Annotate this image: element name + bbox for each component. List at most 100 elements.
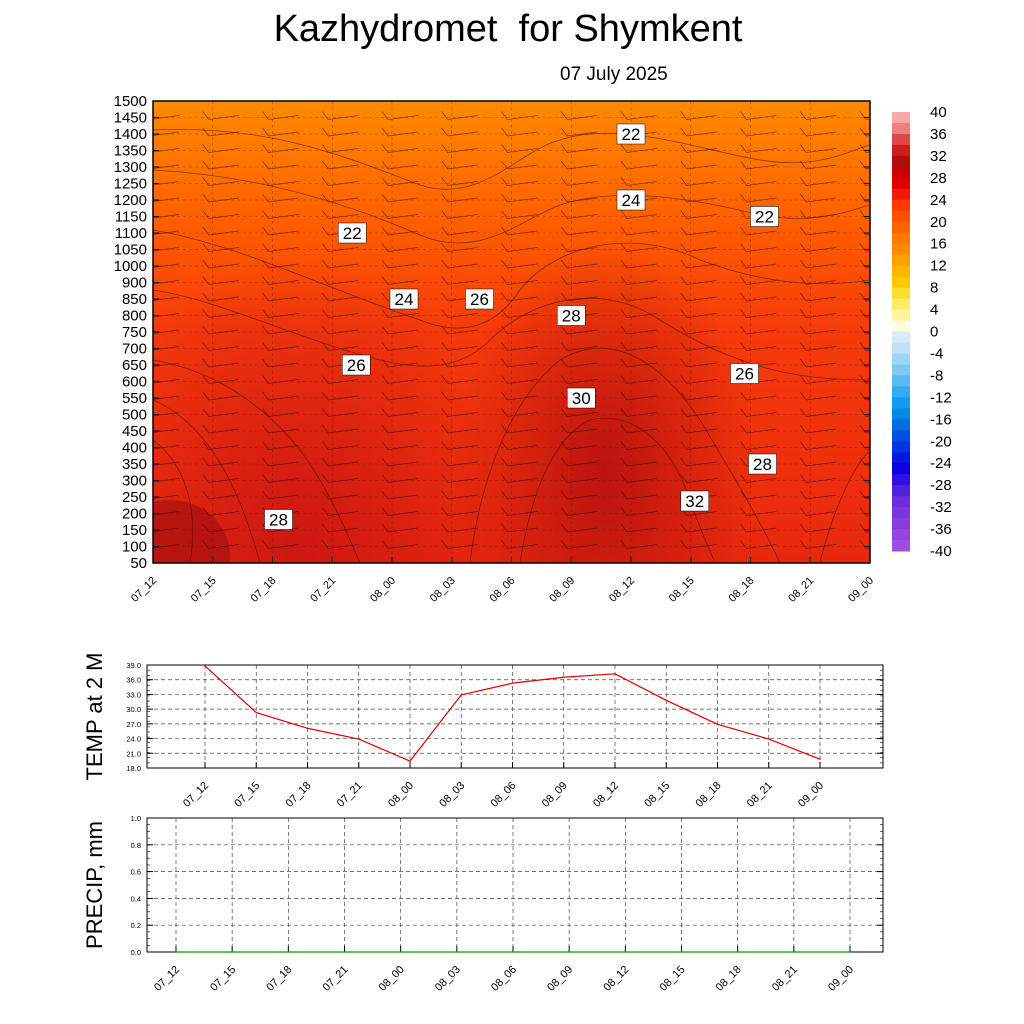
- wind-barb: [321, 144, 359, 153]
- y-tick-label: 900: [122, 275, 147, 292]
- y-tick-label: 400: [122, 440, 147, 457]
- wind-barb: [321, 243, 359, 252]
- wind-barb: [262, 375, 299, 384]
- contour-line: [153, 399, 261, 563]
- x-tick-label: 08_03: [428, 575, 458, 605]
- warm-core-center: [455, 240, 755, 563]
- y-axis-title: PRECIP, mm: [82, 821, 107, 949]
- y-tick-label: 850: [122, 291, 147, 308]
- wind-barb: [560, 490, 598, 500]
- wind-barb: [859, 259, 870, 269]
- wind-barb: [321, 193, 359, 203]
- colorbar-segment: [892, 133, 910, 146]
- wind-barb: [560, 523, 598, 533]
- x-tick-label: 08_15: [667, 575, 697, 605]
- y-tick-label: 550: [122, 390, 147, 407]
- svg-text:26: 26: [735, 365, 754, 384]
- wind-barb: [441, 259, 478, 269]
- colorbar-segment: [892, 177, 910, 190]
- wind-barb: [859, 507, 870, 516]
- contour-line: [469, 347, 781, 563]
- wind-barb: [560, 408, 598, 417]
- y-tick-label: 21.0: [126, 749, 141, 758]
- y-tick-label: 39.0: [126, 661, 141, 670]
- wind-barb: [202, 226, 239, 236]
- plot-frame: [146, 664, 884, 769]
- data-point: [665, 699, 667, 701]
- contour-line: [153, 169, 870, 244]
- colorbar-segment: [892, 397, 910, 409]
- wind-barb: [202, 523, 239, 533]
- wind-barb: [859, 490, 870, 500]
- wind-barb: [859, 424, 870, 434]
- x-tick-label: 08_21: [745, 780, 775, 810]
- wind-barb: [202, 309, 239, 318]
- y-tick-label: 36.0: [126, 676, 141, 685]
- x-tick-label: 08_21: [770, 964, 800, 994]
- wind-barb: [262, 177, 299, 186]
- x-tick-label: 07_15: [189, 575, 219, 605]
- x-tick-label: 07_21: [321, 964, 351, 994]
- colorbar-segment: [892, 496, 910, 508]
- contour-label: 26: [342, 354, 371, 376]
- wind-barb: [501, 193, 538, 203]
- contour-line: [153, 359, 361, 563]
- wind-barb: [202, 375, 239, 384]
- wind-barb: [262, 441, 299, 450]
- wind-barb: [153, 362, 180, 367]
- wind-barb: [501, 309, 538, 318]
- y-tick-label: 200: [122, 506, 147, 523]
- wind-barb: [501, 259, 538, 269]
- wind-barb: [381, 375, 419, 384]
- wind-barb: [501, 474, 538, 483]
- colorbar-segment: [892, 155, 910, 168]
- wind-barb: [381, 391, 419, 401]
- colorbar-label: -28: [930, 477, 952, 494]
- wind-barb: [321, 490, 359, 500]
- y-tick-label: 1100: [115, 225, 147, 242]
- wind-barb: [859, 457, 870, 467]
- wind-barb: [859, 325, 870, 335]
- wind-barb: [441, 127, 478, 137]
- y-tick-label: 500: [122, 407, 147, 424]
- wind-barb: [441, 523, 478, 533]
- colorbar-label: -20: [930, 433, 952, 450]
- wind-barb: [381, 342, 419, 351]
- colorbar-label: -40: [930, 543, 952, 560]
- colorbar-label: -16: [930, 411, 952, 428]
- colorbar-segment: [892, 430, 910, 442]
- svg-text:30: 30: [572, 389, 591, 408]
- wind-barb: [859, 276, 870, 285]
- wind-barb: [560, 424, 598, 434]
- colorbar-label: 16: [930, 236, 947, 253]
- colorbar-segment: [892, 320, 910, 332]
- wind-barb: [262, 358, 299, 368]
- wind-barb: [441, 144, 478, 153]
- y-tick-label: 18.0: [126, 764, 141, 773]
- contour-label: 24: [389, 288, 419, 310]
- wind-barb: [202, 177, 239, 186]
- contour-label: 24: [616, 189, 646, 211]
- wind-barb: [501, 457, 538, 467]
- colorbar-segment: [892, 529, 910, 541]
- colorbar-segment: [892, 375, 910, 387]
- y-tick-label: 50: [130, 555, 147, 572]
- wind-barb: [859, 474, 870, 483]
- wind-barb: [441, 111, 478, 120]
- colorbar-segment: [892, 452, 910, 464]
- wind-barb: [153, 478, 180, 483]
- y-tick-label: 1500: [114, 93, 147, 110]
- wind-barb: [153, 214, 180, 219]
- wind-barb: [501, 276, 538, 285]
- y-tick-label: 1050: [114, 242, 147, 259]
- wind-barb: [202, 358, 239, 368]
- wind-barb: [501, 358, 538, 368]
- data-point: [511, 682, 514, 684]
- y-tick-label: 1000: [114, 258, 147, 275]
- wind-barb: [262, 144, 299, 153]
- x-tick-label: 07_21: [308, 575, 338, 605]
- wind-barb: [501, 391, 538, 401]
- data-point: [563, 676, 565, 678]
- wind-barb: [381, 111, 419, 120]
- colorbar-segment: [892, 221, 910, 234]
